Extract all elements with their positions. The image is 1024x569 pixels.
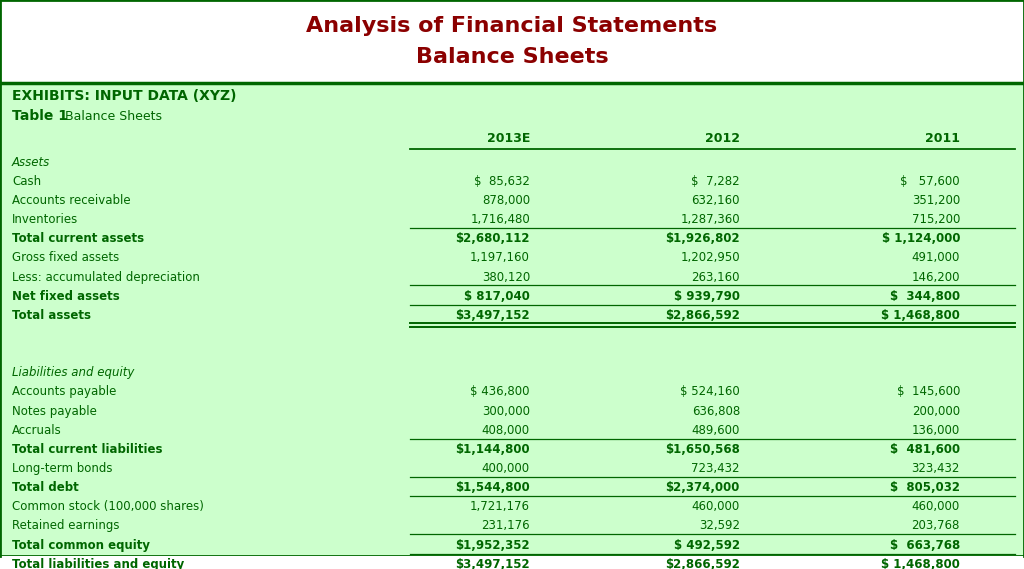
Text: 32,592: 32,592 [699,519,740,533]
Text: Retained earnings: Retained earnings [12,519,120,533]
Text: 715,200: 715,200 [911,213,961,226]
Text: Notes payable: Notes payable [12,405,97,418]
Text: Total assets: Total assets [12,309,91,322]
Text: $1,650,568: $1,650,568 [666,443,740,456]
Text: Table 1: Table 1 [12,109,68,123]
Text: Accruals: Accruals [12,424,61,437]
Text: $3,497,152: $3,497,152 [456,309,530,322]
Text: 263,160: 263,160 [691,271,740,283]
Text: Total debt: Total debt [12,481,79,494]
Text: 146,200: 146,200 [911,271,961,283]
Text: 1,202,950: 1,202,950 [680,251,740,265]
Text: $3,497,152: $3,497,152 [456,558,530,569]
Text: $2,866,592: $2,866,592 [666,309,740,322]
Text: Total current assets: Total current assets [12,232,144,245]
Text: $2,374,000: $2,374,000 [666,481,740,494]
Text: $1,926,802: $1,926,802 [666,232,740,245]
Text: 489,600: 489,600 [691,424,740,437]
Text: $ 492,592: $ 492,592 [674,539,740,551]
Text: 351,200: 351,200 [911,194,961,207]
Bar [0,0,1024,83]
Text: Net fixed assets: Net fixed assets [12,290,120,303]
Text: $ 436,800: $ 436,800 [470,385,530,398]
Text: 136,000: 136,000 [911,424,961,437]
Text: Liabilities and equity: Liabilities and equity [12,366,134,380]
Text: 460,000: 460,000 [692,500,740,513]
Text: 300,000: 300,000 [482,405,530,418]
Text: 2011: 2011 [925,132,961,145]
Text: Less: accumulated depreciation: Less: accumulated depreciation [12,271,200,283]
Text: $ 524,160: $ 524,160 [680,385,740,398]
Text: 632,160: 632,160 [691,194,740,207]
Text: $ 1,468,800: $ 1,468,800 [881,309,961,322]
Text: Accounts payable: Accounts payable [12,385,117,398]
Text: Inventories: Inventories [12,213,78,226]
Text: Total liabilities and equity: Total liabilities and equity [12,558,184,569]
Text: 1,716,480: 1,716,480 [470,213,530,226]
Text: Common stock (100,000 shares): Common stock (100,000 shares) [12,500,204,513]
Text: $  805,032: $ 805,032 [890,481,961,494]
Text: $1,952,352: $1,952,352 [456,539,530,551]
Text: 380,120: 380,120 [481,271,530,283]
Text: 878,000: 878,000 [482,194,530,207]
Text: $2,866,592: $2,866,592 [666,558,740,569]
Text: $  145,600: $ 145,600 [897,385,961,398]
Text: Long-term bonds: Long-term bonds [12,462,113,475]
Text: 1,287,360: 1,287,360 [680,213,740,226]
Text: $1,544,800: $1,544,800 [456,481,530,494]
Text: Balance Sheets: Balance Sheets [65,110,162,123]
Text: $  7,282: $ 7,282 [691,175,740,188]
Text: $ 817,040: $ 817,040 [464,290,530,303]
Bar [0,83,1024,556]
Text: 200,000: 200,000 [912,405,961,418]
Text: $1,144,800: $1,144,800 [456,443,530,456]
Text: $2,680,112: $2,680,112 [456,232,530,245]
Text: Total common equity: Total common equity [12,539,150,551]
Text: $  85,632: $ 85,632 [474,175,530,188]
Text: $ 1,124,000: $ 1,124,000 [882,232,961,245]
Text: 491,000: 491,000 [911,251,961,265]
Text: 323,432: 323,432 [911,462,961,475]
Text: 231,176: 231,176 [481,519,530,533]
Text: $   57,600: $ 57,600 [900,175,961,188]
Text: $  344,800: $ 344,800 [890,290,961,303]
Text: $ 939,790: $ 939,790 [674,290,740,303]
Text: 636,808: 636,808 [692,405,740,418]
Text: 203,768: 203,768 [911,519,961,533]
Text: 1,721,176: 1,721,176 [470,500,530,513]
Text: 2013E: 2013E [486,132,530,145]
Text: Analysis of Financial Statements: Analysis of Financial Statements [306,17,718,36]
Text: Total current liabilities: Total current liabilities [12,443,163,456]
Text: 1,197,160: 1,197,160 [470,251,530,265]
Text: Balance Sheets: Balance Sheets [416,47,608,67]
Text: Cash: Cash [12,175,41,188]
Text: 400,000: 400,000 [482,462,530,475]
Text: 2012: 2012 [705,132,740,145]
Text: Gross fixed assets: Gross fixed assets [12,251,119,265]
Text: $  663,768: $ 663,768 [890,539,961,551]
Text: 408,000: 408,000 [482,424,530,437]
Text: Accounts receivable: Accounts receivable [12,194,131,207]
Text: 460,000: 460,000 [911,500,961,513]
Text: $  481,600: $ 481,600 [890,443,961,456]
Text: EXHIBITS: INPUT DATA (XYZ): EXHIBITS: INPUT DATA (XYZ) [12,89,237,103]
Text: $ 1,468,800: $ 1,468,800 [881,558,961,569]
Text: Assets: Assets [12,156,50,168]
Text: 723,432: 723,432 [691,462,740,475]
